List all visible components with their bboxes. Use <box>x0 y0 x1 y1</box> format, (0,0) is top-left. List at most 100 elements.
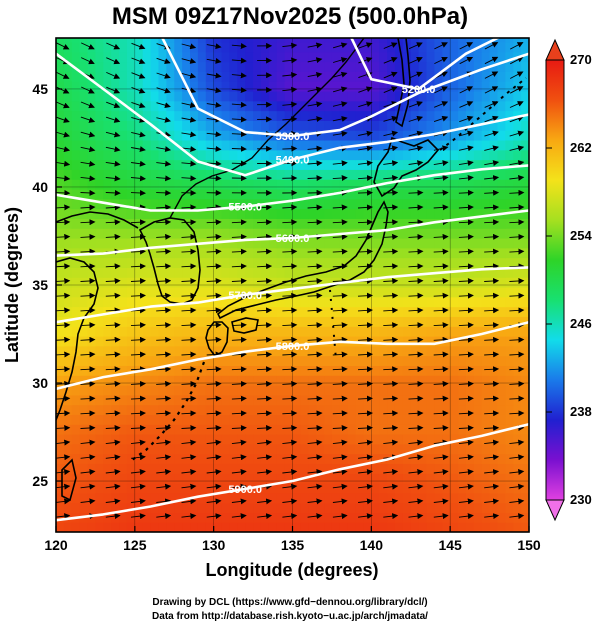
heatmap-cell <box>229 38 238 43</box>
heatmap-cell <box>268 149 278 161</box>
wind-vector <box>181 72 197 79</box>
heatmap-cell <box>324 247 333 259</box>
wind-vector <box>131 42 146 50</box>
heatmap-cell <box>308 71 317 82</box>
heatmap-cell <box>489 512 499 523</box>
heatmap-cell <box>56 306 65 317</box>
heatmap-cell <box>260 414 270 425</box>
heatmap-cell <box>410 384 420 396</box>
heatmap-cell <box>103 463 112 474</box>
heatmap-cell <box>63 179 73 190</box>
wind-vector <box>408 160 424 167</box>
heatmap-cell <box>316 306 325 317</box>
heatmap-cell <box>245 384 254 396</box>
heatmap-cell <box>150 38 160 43</box>
heatmap-cell <box>442 345 451 357</box>
heatmap-cell <box>442 463 451 474</box>
heatmap-cell <box>513 198 522 210</box>
heatmap-cell <box>213 522 223 532</box>
heatmap-cell <box>371 522 380 532</box>
heatmap-cell <box>402 404 412 415</box>
wind-vector <box>332 42 348 49</box>
heatmap-cell <box>87 296 97 308</box>
wind-vector <box>484 410 500 417</box>
heatmap-cell <box>79 414 89 425</box>
heatmap-cell <box>402 267 412 278</box>
heatmap-cell <box>237 335 246 347</box>
heatmap-cell <box>134 404 144 415</box>
heatmap-cell <box>276 179 286 190</box>
heatmap-cell <box>331 512 341 523</box>
heatmap-cell <box>56 149 65 161</box>
heatmap-cell <box>150 257 160 268</box>
heatmap-cell <box>119 71 128 82</box>
heatmap-cell <box>458 81 467 92</box>
heatmap-cell <box>489 257 499 268</box>
heatmap-cell <box>450 237 459 249</box>
heatmap-cell <box>355 286 365 298</box>
heatmap-cell <box>394 414 404 425</box>
wind-vector <box>509 263 525 270</box>
heatmap-cell <box>331 492 341 504</box>
heatmap-cell <box>300 51 309 63</box>
heatmap-cell <box>465 277 475 288</box>
wind-vector <box>80 204 96 211</box>
heatmap-cell <box>308 482 317 494</box>
heatmap-cell <box>300 267 309 278</box>
heatmap-cell <box>308 247 317 259</box>
wind-vector <box>509 410 525 417</box>
heatmap-cell <box>465 61 475 72</box>
heatmap-cell <box>513 482 522 494</box>
heatmap-cell <box>402 218 412 229</box>
heatmap-cell <box>300 159 309 170</box>
wind-vector <box>206 513 222 520</box>
wind-vector <box>332 483 348 490</box>
heatmap-cell <box>473 267 483 278</box>
heatmap-cell <box>190 316 199 327</box>
wind-vector <box>257 219 273 226</box>
wind-vector <box>509 56 524 65</box>
heatmap-cell <box>308 433 317 445</box>
heatmap-cell <box>394 326 404 337</box>
heatmap-cell <box>87 38 97 43</box>
heatmap-cell <box>71 38 81 43</box>
heatmap-cell <box>221 51 231 63</box>
heatmap-cell <box>497 277 506 288</box>
wind-vector <box>383 174 399 181</box>
heatmap-cell <box>260 433 270 445</box>
heatmap-cell <box>308 38 317 43</box>
heatmap-cell <box>513 394 522 406</box>
heatmap-cell <box>95 414 104 425</box>
wind-vector <box>181 307 197 314</box>
heatmap-cell <box>268 414 278 425</box>
heatmap-cell <box>402 482 412 494</box>
wind-vector <box>358 160 373 167</box>
heatmap-cell <box>473 453 483 464</box>
wind-vector <box>383 439 399 446</box>
heatmap-cell <box>292 51 301 63</box>
heatmap-cell <box>63 38 73 43</box>
wind-vector <box>282 424 298 431</box>
wind-vector <box>307 483 323 490</box>
heatmap-cell <box>197 208 207 219</box>
heatmap-cell <box>79 473 89 484</box>
heatmap-cell <box>237 110 246 121</box>
heatmap-cell <box>197 139 207 151</box>
wind-vector <box>282 380 298 387</box>
wind-vector <box>257 439 273 446</box>
heatmap-cell <box>316 384 325 396</box>
heatmap-cell <box>237 404 246 415</box>
heatmap-cell <box>418 179 428 190</box>
heatmap-cell <box>276 257 286 268</box>
heatmap-cell <box>513 169 522 180</box>
heatmap-cell <box>166 188 175 200</box>
heatmap-cell <box>387 81 396 92</box>
heatmap-cell <box>387 443 396 455</box>
wind-vector <box>358 454 373 461</box>
heatmap-cell <box>394 375 404 386</box>
heatmap-cell <box>434 345 443 357</box>
heatmap-cell <box>434 228 443 239</box>
heatmap-cell <box>63 522 73 532</box>
heatmap-cell <box>119 473 128 484</box>
wind-vector <box>105 204 121 211</box>
